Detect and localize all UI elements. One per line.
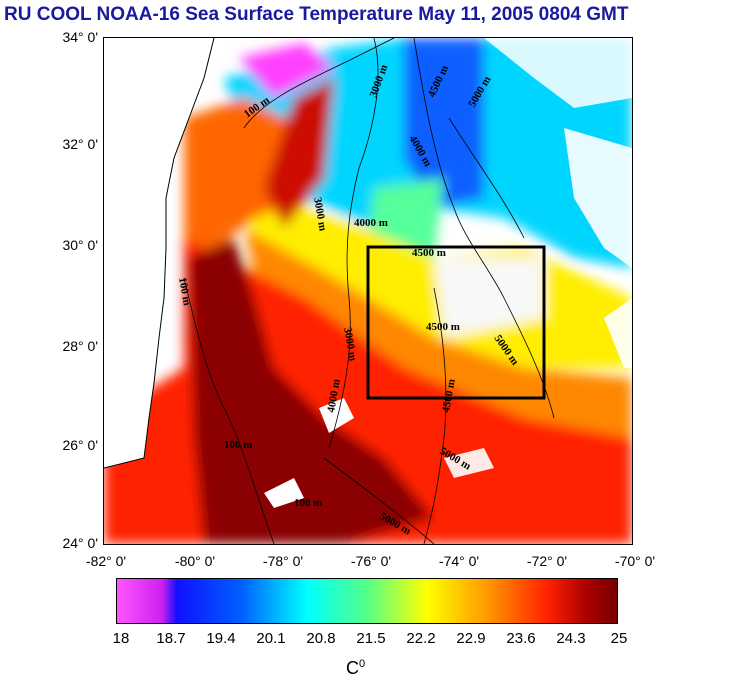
sst-map: 100 m 3000 m 4500 m 5000 m 4000 m 4000 m…: [103, 37, 633, 545]
colorbar-unit: C0: [346, 658, 365, 679]
contour-label: 4500 m: [440, 378, 458, 413]
colorbar-tick: 24.3: [556, 630, 586, 647]
contour-label: 4000 m: [325, 378, 343, 413]
contour-label: 100 m: [224, 439, 252, 451]
contour-label: 3000 m: [341, 326, 359, 361]
colorbar-tick: 20.8: [306, 630, 336, 647]
lon-label: -78° 0': [262, 553, 304, 569]
colorbar-tick: 25: [610, 630, 628, 647]
lat-label: 28° 0': [62, 338, 98, 354]
lon-label: -72° 0': [526, 553, 568, 569]
colorbar-tick: 21.5: [356, 630, 386, 647]
colorbar-tick: 19.4: [206, 630, 236, 647]
lat-label: 24° 0': [62, 535, 98, 551]
lon-label: -70° 0': [614, 553, 656, 569]
lat-label: 30° 0': [62, 237, 98, 253]
lon-label: -74° 0': [438, 553, 480, 569]
contour-label: 3000 m: [311, 196, 329, 231]
lat-label: 34° 0': [62, 29, 98, 45]
color-scale-bar: [116, 578, 618, 624]
colorbar-tick: 18: [112, 630, 130, 647]
contour-label: 4000 m: [354, 217, 388, 229]
contour-label: 4500 m: [412, 247, 446, 259]
map-title: RU COOL NOAA-16 Sea Surface Temperature …: [4, 4, 629, 25]
contour-label: 4500 m: [426, 321, 460, 333]
sst-map-image: 100 m 3000 m 4500 m 5000 m 4000 m 4000 m…: [104, 38, 632, 544]
lat-label: 26° 0': [62, 437, 98, 453]
colorbar-tick: 22.9: [456, 630, 486, 647]
bathymetry-contours: [183, 38, 555, 544]
contour-label: 100 m: [294, 497, 322, 509]
coastline: [104, 38, 215, 469]
colorbar-tick: 23.6: [506, 630, 536, 647]
lat-label: 32° 0': [62, 136, 98, 152]
colorbar-tick: 20.1: [256, 630, 286, 647]
colorbar-unit-base: C: [346, 658, 359, 678]
colorbar-unit-sup: 0: [359, 658, 366, 670]
study-box: [366, 245, 546, 400]
lon-label: -82° 0': [85, 553, 127, 569]
lon-label: -76° 0': [350, 553, 392, 569]
contour-label: 100 m: [176, 276, 193, 306]
lon-label: -80° 0': [174, 553, 216, 569]
land-mask: [104, 38, 632, 508]
colorbar-tick: 22.2: [406, 630, 436, 647]
colorbar-tick: 18.7: [156, 630, 186, 647]
